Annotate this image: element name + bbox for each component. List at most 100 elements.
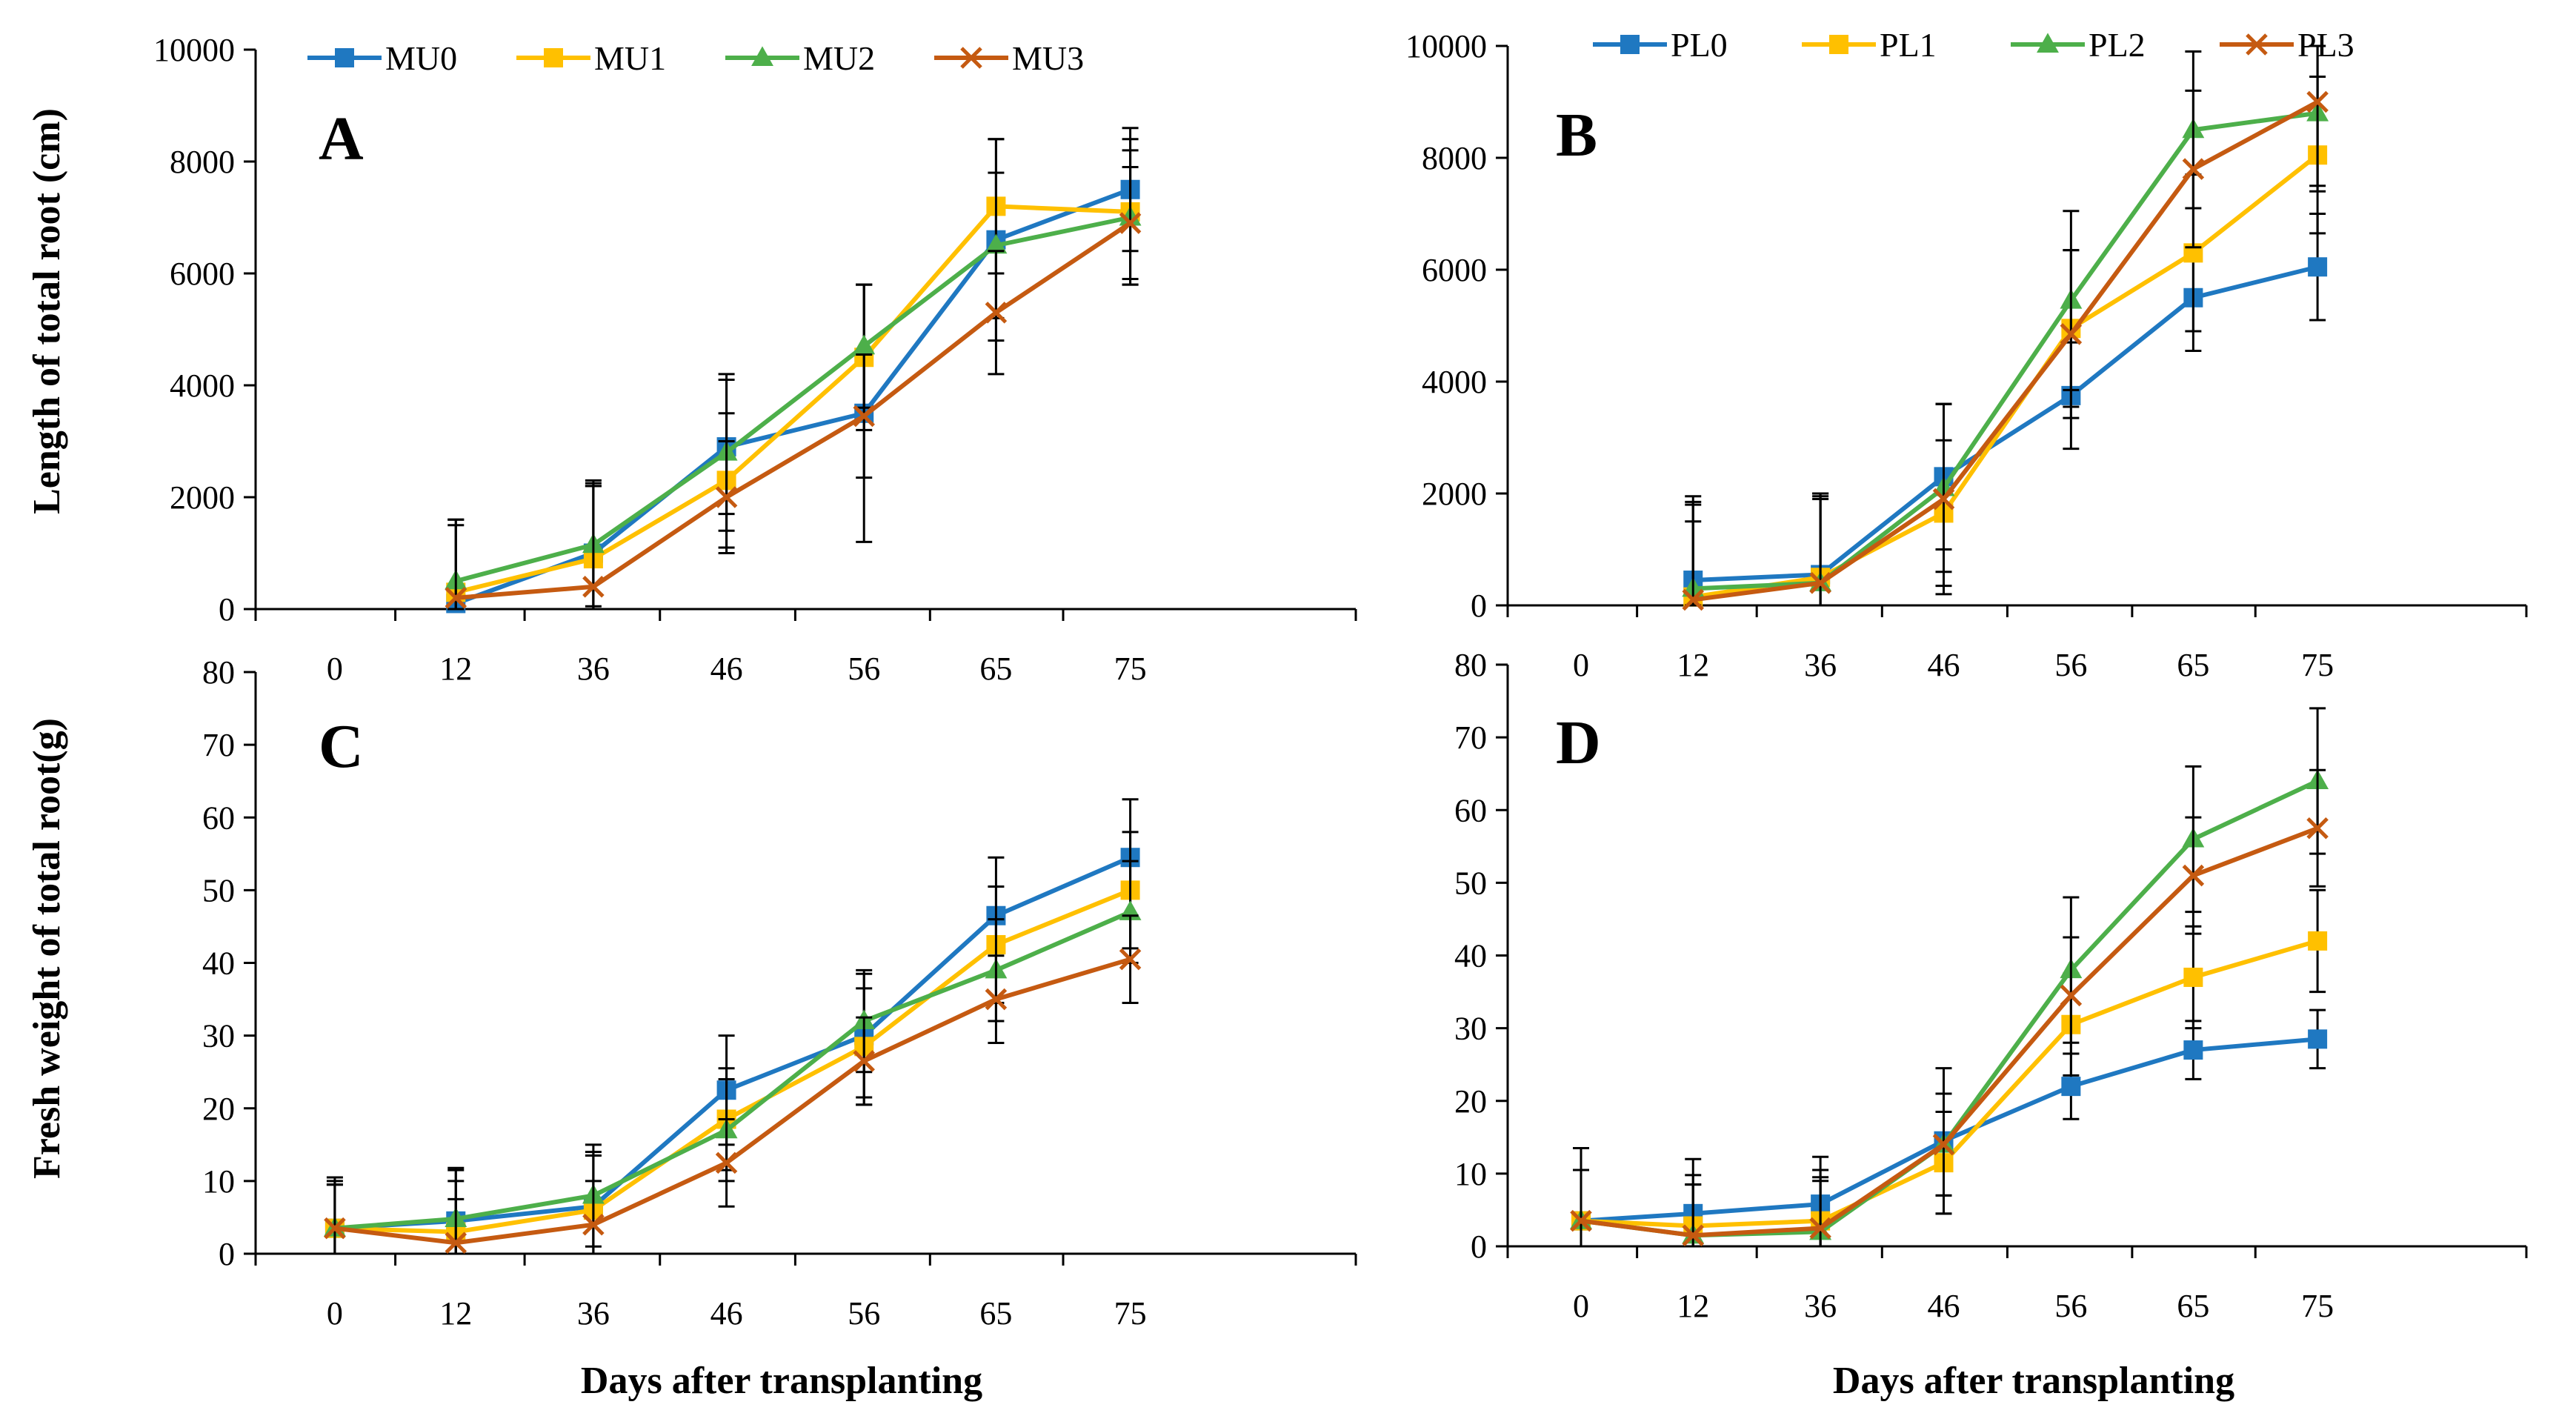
- legend-label: PL2: [2089, 26, 2146, 64]
- series-line: [455, 204, 1131, 595]
- x-axis-title-left: Days after transplanting: [581, 1360, 982, 1402]
- legend-label: MU0: [385, 39, 457, 77]
- data-point: [1932, 488, 1955, 511]
- legend-swatch-marker: [335, 48, 354, 67]
- y-tick-label: 30: [1454, 1011, 1487, 1047]
- legend-item: PL3: [2220, 26, 2354, 64]
- y-tick-label: 80: [202, 654, 235, 691]
- series-mu3: [324, 914, 1142, 1255]
- x-tick-label: 0: [327, 1295, 343, 1332]
- legend-label: PL0: [1671, 26, 1728, 64]
- panel-letter: A: [319, 104, 364, 173]
- legend-item: PL2: [2011, 26, 2146, 64]
- x-axis-title-right: Days after transplanting: [1833, 1360, 2234, 1402]
- y-tick-label: 40: [1454, 938, 1487, 974]
- data-point: [2182, 864, 2205, 887]
- y-tick-label: 20: [202, 1091, 235, 1127]
- data-point: [2308, 257, 2328, 277]
- panel-letter: C: [319, 712, 364, 781]
- legend-item: MU0: [307, 39, 457, 77]
- y-tick-label: 20: [1454, 1083, 1487, 1120]
- series-pl0: [1571, 1008, 2328, 1248]
- series-line: [456, 221, 1132, 600]
- x-tick-label: 36: [577, 1295, 610, 1332]
- y-tick-label: 2000: [170, 479, 235, 516]
- data-point: [2306, 90, 2329, 113]
- series-mu2: [323, 860, 1142, 1255]
- panel-d: 0 10 20 30 40 50 60 70 80 0 12 36 46 56 65 75 D: [1454, 647, 2528, 1324]
- x-tick-label: 65: [2177, 647, 2209, 683]
- data-point: [2183, 967, 2203, 987]
- y-tick-label: 0: [1471, 588, 1487, 624]
- y-tick-label: 8000: [170, 144, 235, 180]
- y-tick-label: 0: [219, 1236, 235, 1272]
- data-point: [1119, 948, 1142, 971]
- panel-letter: B: [1556, 101, 1597, 170]
- data-point: [853, 334, 876, 355]
- y-tick-label: 10: [202, 1163, 235, 1200]
- data-point: [1119, 212, 1142, 234]
- data-point: [1682, 1224, 1705, 1247]
- y-axis-title-bottom: Fresh weight of total root(g): [26, 718, 68, 1179]
- y-tick-label: 10000: [1405, 28, 1487, 64]
- y-tick-label: 10000: [153, 32, 235, 68]
- series-pl0: [1683, 213, 2328, 607]
- series-pl1: [1683, 76, 2328, 607]
- data-point: [2308, 1029, 2328, 1049]
- data-point: [1932, 1133, 1955, 1156]
- data-point: [1809, 572, 1831, 594]
- data-point: [2182, 158, 2205, 180]
- y-tick-label: 4000: [1422, 364, 1487, 400]
- series-line: [1580, 939, 2318, 1229]
- series-mu1: [325, 831, 1140, 1255]
- series-mu2: [445, 149, 1142, 611]
- panel-c: 0 10 20 30 40 50 60 70 80 0 12 36 46 56 65 75 C: [202, 654, 1357, 1332]
- series-mu0: [446, 127, 1140, 614]
- legend-swatch-marker: [1829, 35, 1848, 54]
- y-tick-label: 30: [202, 1018, 235, 1054]
- legend-label: MU2: [803, 39, 875, 77]
- legend-label: PL3: [2297, 26, 2354, 64]
- x-tick-label: 12: [439, 651, 472, 687]
- series-pl2: [1682, 44, 2329, 607]
- x-tick-label: 36: [577, 651, 610, 687]
- series-pl3: [1682, 44, 2329, 611]
- y-axis-title-top: Length of total root (cm): [26, 108, 68, 514]
- series-line: [1580, 1037, 2318, 1223]
- data-point: [2306, 817, 2329, 840]
- y-tick-label: 2000: [1422, 476, 1487, 512]
- data-point: [324, 1217, 346, 1240]
- data-point: [582, 1213, 605, 1236]
- y-tick-label: 6000: [1422, 252, 1487, 288]
- x-tick-label: 46: [1928, 1288, 1960, 1324]
- y-tick-label: 0: [219, 591, 235, 628]
- y-tick-label: 0: [1471, 1229, 1487, 1265]
- data-point: [1570, 1209, 1592, 1232]
- data-point: [853, 405, 875, 428]
- x-tick-label: 56: [2054, 1288, 2087, 1324]
- legend-item: PL1: [1802, 26, 1937, 64]
- legend-item: MU1: [516, 39, 666, 77]
- series-mu1: [446, 138, 1140, 611]
- legend-label: MU3: [1012, 39, 1084, 77]
- x-tick-label: 56: [848, 651, 880, 687]
- data-point: [1809, 1217, 1831, 1240]
- series-line: [1692, 99, 2319, 602]
- y-tick-label: 4000: [170, 368, 235, 404]
- x-tick-label: 36: [1804, 1288, 1837, 1324]
- x-tick-label: 0: [327, 651, 343, 687]
- y-tick-label: 50: [202, 872, 235, 908]
- series-line: [455, 215, 1131, 584]
- x-tick-label: 0: [1573, 647, 1589, 683]
- panel-letter: D: [1556, 708, 1601, 777]
- y-tick-label: 60: [1454, 792, 1487, 828]
- data-point: [985, 302, 1008, 324]
- data-point: [985, 988, 1008, 1011]
- series-line: [334, 855, 1131, 1231]
- data-point: [582, 576, 605, 598]
- series-line: [1692, 153, 2319, 599]
- x-tick-label: 46: [710, 651, 743, 687]
